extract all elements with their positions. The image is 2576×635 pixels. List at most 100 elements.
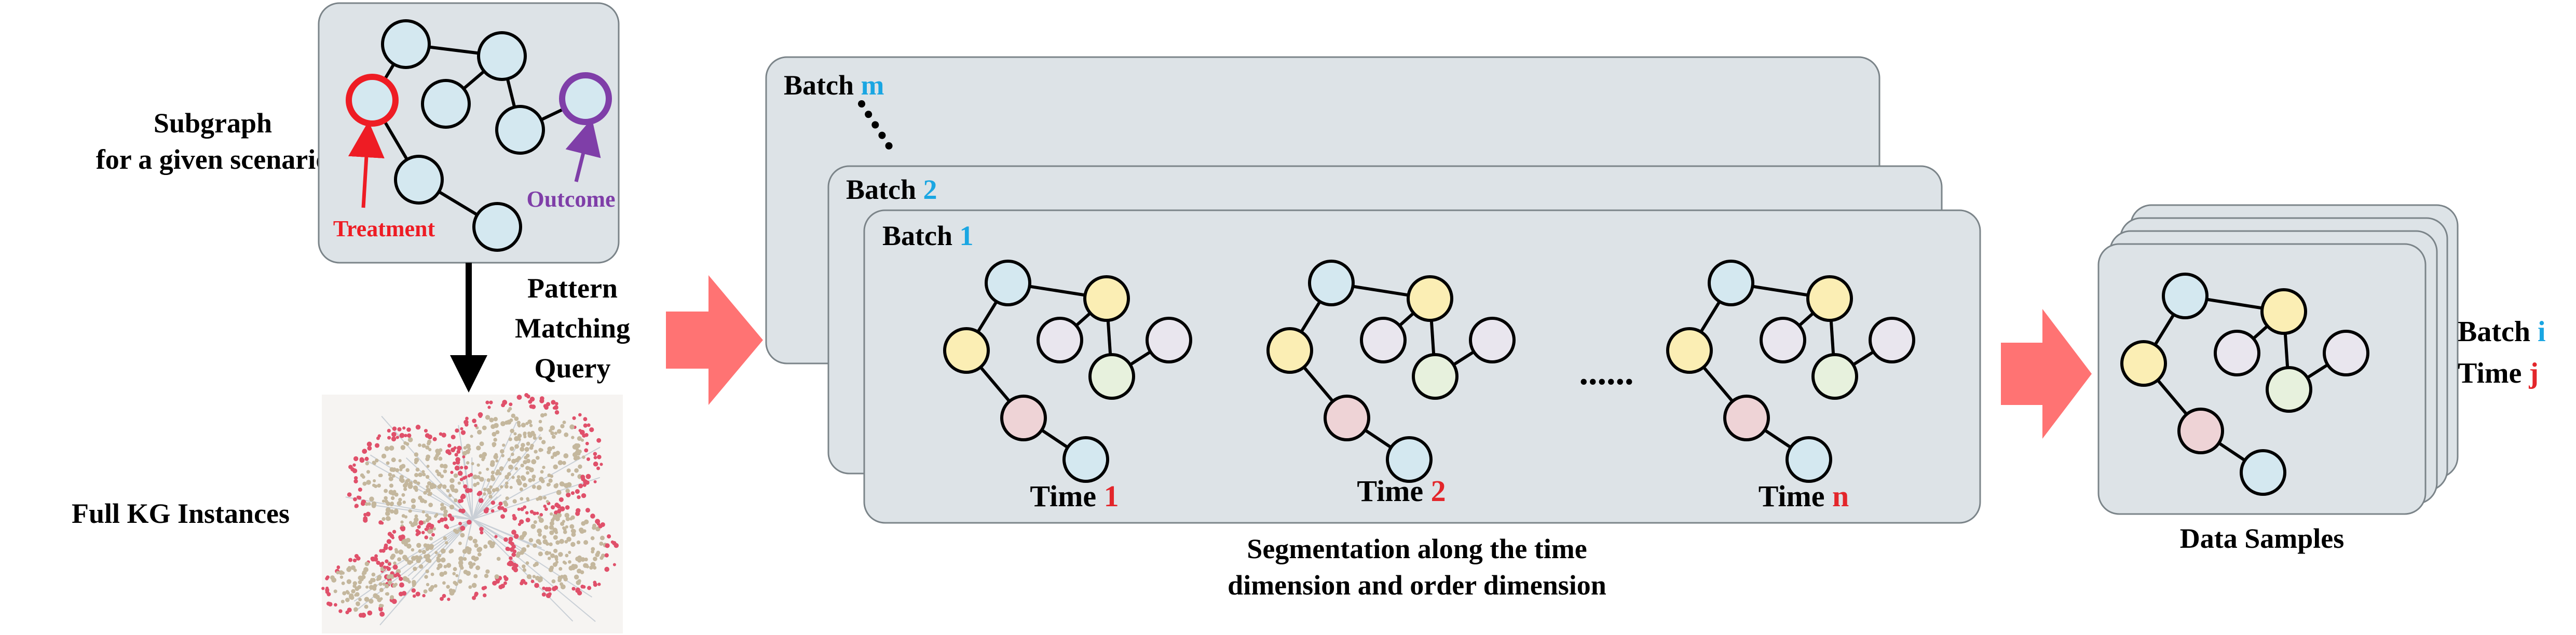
- graph-node: [2266, 366, 2312, 413]
- kg-node-dot: [398, 497, 402, 502]
- kg-node-dot: [595, 552, 600, 557]
- kg-node-dot: [416, 543, 421, 548]
- kg-node-dot: [391, 431, 397, 437]
- kg-node-dot: [472, 474, 478, 480]
- time-graph-n: [1666, 260, 1915, 483]
- kg-node-dot: [426, 488, 431, 493]
- graph-node: [1723, 395, 1770, 441]
- kg-node-dot: [390, 496, 395, 501]
- query-label-line2: Matching: [515, 313, 630, 344]
- graph-node: [1308, 260, 1355, 306]
- kg-node-dot: [525, 466, 530, 470]
- kg-node-dot: [502, 443, 506, 447]
- kg-node-dot: [543, 525, 549, 530]
- kg-node-dot: [593, 455, 597, 460]
- kg-node-dot: [579, 429, 585, 435]
- kg-node-dot: [486, 488, 491, 493]
- kg-node-dot: [465, 416, 469, 421]
- kg-node-dot: [509, 446, 514, 451]
- kg-node-dot: [401, 464, 406, 469]
- kg-node-dot: [445, 541, 448, 545]
- kg-node-dot: [463, 557, 467, 561]
- kg-node-dot: [390, 555, 394, 560]
- kg-node-dot: [416, 481, 420, 485]
- kg-node-dot: [352, 558, 357, 563]
- kg-node-dot: [447, 514, 452, 518]
- kg-node-dot: [411, 498, 416, 504]
- kg-node-dot: [370, 556, 376, 562]
- kg-node-dot: [551, 435, 556, 439]
- kg-node-dot: [476, 445, 481, 451]
- kg-node-dot: [358, 487, 362, 492]
- kg-node-dot: [551, 400, 556, 405]
- kg-node-dot: [531, 478, 536, 482]
- kg-node-dot: [470, 435, 473, 438]
- kg-node-dot: [421, 470, 425, 474]
- kg-node-dot: [464, 475, 468, 479]
- kg-node-dot: [586, 457, 591, 461]
- kg-node-dot: [507, 409, 511, 413]
- kg-node-dot: [425, 433, 430, 438]
- kg-node-dot: [599, 463, 603, 466]
- kg-node-dot: [522, 568, 527, 572]
- graph-node: [1360, 317, 1407, 363]
- kg-node-dot: [458, 579, 462, 584]
- kg-node-dot: [382, 582, 386, 586]
- kg-node-dot: [401, 493, 405, 497]
- kg-node-dot: [423, 491, 427, 495]
- outcome-arrow: [565, 118, 601, 182]
- kg-node-dot: [487, 540, 493, 545]
- kg-node-dot: [364, 561, 370, 566]
- kg-node-dot: [607, 534, 611, 539]
- kg-node-dot: [520, 581, 524, 586]
- kg-node-dot: [577, 559, 581, 563]
- kg-node-dot: [441, 433, 446, 438]
- kg-node-dot: [432, 527, 436, 531]
- kg-node-dot: [380, 521, 384, 525]
- kg-node-dot: [358, 495, 362, 500]
- kg-node-dot: [425, 456, 430, 462]
- kg-node-dot: [325, 588, 330, 592]
- kg-node-dot: [430, 572, 434, 576]
- kg-node-dot: [457, 470, 463, 476]
- kg-node-dot: [369, 599, 374, 604]
- kg-node-dot: [364, 604, 369, 609]
- kg-node-dot: [414, 488, 418, 492]
- kg-node-dot: [462, 455, 466, 458]
- kg-node-dot: [555, 557, 558, 561]
- kg-node-dot: [521, 442, 525, 448]
- kg-node-dot: [439, 432, 443, 436]
- time-ellipsis: ......: [1579, 353, 1634, 393]
- kg-node-dot: [476, 475, 481, 479]
- kg-node-dot: [388, 476, 393, 481]
- kg-node-dot: [582, 455, 585, 459]
- kg-node-dot: [578, 483, 583, 489]
- kg-node-dot: [454, 465, 460, 471]
- kg-node-dot: [443, 512, 448, 518]
- kg-node-dot: [407, 437, 413, 442]
- kg-node-dot: [495, 487, 499, 492]
- kg-node-dot: [445, 525, 449, 530]
- kg-node-dot: [554, 431, 557, 435]
- kg-node-dot: [442, 593, 446, 598]
- kg-node-dot: [402, 501, 406, 504]
- kg-node-dot: [552, 452, 558, 457]
- kg-node-dot: [449, 504, 455, 510]
- kg-node-dot: [426, 524, 430, 529]
- batch-index-middle: 2: [923, 174, 937, 205]
- kg-node-dot: [398, 591, 403, 597]
- kg-node-dot: [457, 445, 462, 451]
- kg-node-dot: [525, 561, 529, 565]
- kg-node-dot: [566, 468, 571, 473]
- graph-node: [1666, 327, 1713, 374]
- kg-node-dot: [531, 484, 536, 489]
- kg-node-dot: [538, 420, 542, 424]
- kg-node-dot: [574, 574, 579, 580]
- kg-node-dot: [364, 456, 369, 461]
- kg-node-dot: [394, 508, 399, 514]
- kg-node-dot: [534, 583, 539, 588]
- kg-node-dot: [476, 481, 480, 485]
- kg-node-dot: [418, 472, 423, 477]
- kg-node-dot: [478, 491, 483, 496]
- kg-node-dot: [562, 420, 566, 424]
